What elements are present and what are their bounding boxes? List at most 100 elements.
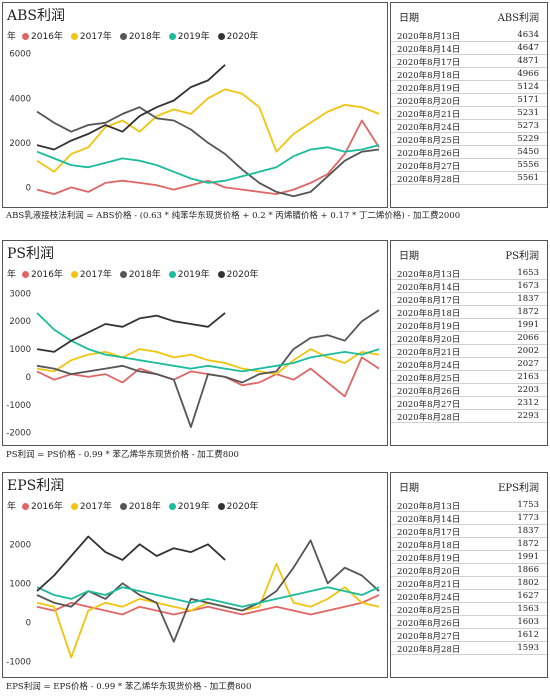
legend-item: 2017年	[70, 32, 112, 42]
table-row: 2020年8月21日 2002	[391, 345, 547, 358]
row-value: 1802	[517, 578, 539, 588]
row-date: 2020年8月25日	[397, 606, 461, 616]
row-value: 5124	[517, 82, 539, 92]
row-value: 1563	[517, 604, 539, 614]
row-value: 2163	[517, 372, 539, 382]
legend-swatch	[70, 271, 78, 278]
abs-panel: ABS利润 年 2016年 2017年 2018年 2019年 2020年 0 2000 40…	[2, 2, 548, 238]
eps-panel: EPS利润 年 2016年 2017年 2018年 2019年 2020年 -1000 0 1…	[2, 472, 548, 696]
row-value: 1872	[517, 539, 539, 549]
legend-item: 2017年	[70, 270, 112, 280]
row-date: 2020年8月14日	[397, 283, 461, 293]
row-value: 5229	[517, 134, 539, 144]
row-value: 1991	[517, 320, 539, 330]
row-value: 1872	[517, 307, 539, 317]
row-date: 2020年8月28日	[397, 175, 461, 185]
legend-item: 2018年	[119, 32, 161, 42]
row-date: 2020年8月19日	[397, 84, 461, 94]
row-date: 2020年8月26日	[397, 619, 461, 629]
legend-swatch	[217, 271, 225, 278]
row-value: 5171	[517, 95, 539, 105]
row-value: 1991	[517, 552, 539, 562]
table-row: 2020年8月18日 1872	[391, 538, 547, 551]
legend-text: 2019年	[177, 32, 210, 42]
row-date: 2020年8月18日	[397, 71, 461, 81]
legend-swatch	[119, 33, 127, 40]
legend-label: 年	[7, 502, 17, 512]
table-row: 2020年8月13日 4634	[391, 29, 547, 42]
y-tick-label: 2000	[9, 540, 31, 550]
abs-date-header: 日期	[399, 13, 419, 24]
table-row: 2020年8月24日 2027	[391, 358, 547, 371]
row-date: 2020年8月13日	[397, 32, 461, 42]
table-row: 2020年8月20日 1866	[391, 564, 547, 577]
row-value: 1866	[517, 565, 539, 575]
y-tick-label: -2000	[6, 429, 31, 439]
y-tick-label: -1000	[6, 401, 31, 411]
row-value: 2066	[517, 333, 539, 343]
table-row: 2020年8月26日 1603	[391, 616, 547, 629]
table-row: 2020年8月20日 5171	[391, 94, 547, 107]
legend-item: 2016年	[22, 32, 63, 42]
row-date: 2020年8月27日	[397, 162, 461, 172]
table-row: 2020年8月28日 5561	[391, 172, 547, 185]
table-row: 2020年8月27日 2312	[391, 397, 547, 410]
row-date: 2020年8月18日	[397, 541, 461, 551]
legend-swatch	[22, 33, 30, 40]
row-value: 2203	[517, 385, 539, 395]
row-date: 2020年8月17日	[397, 528, 461, 538]
legend-item: 2017年	[70, 502, 112, 512]
y-tick-label: 0	[26, 618, 31, 628]
row-date: 2020年8月20日	[397, 97, 461, 107]
ps-panel: PS利润 年 2016年 2017年 2018年 2019年 2020年 -2000 -10…	[2, 240, 548, 468]
y-tick-label: 1000	[9, 579, 31, 589]
row-value: 1837	[517, 294, 539, 304]
ps-plot: -2000 -1000 0 1000 2000 3000	[6, 289, 380, 439]
table-row: 2020年8月18日 1872	[391, 306, 547, 319]
row-value: 2312	[517, 398, 539, 408]
eps-plot: -1000 0 1000 2000	[6, 535, 380, 667]
table-row: 2020年8月24日 1627	[391, 590, 547, 603]
legend-swatch	[217, 503, 225, 510]
legend-swatch	[119, 503, 127, 510]
row-value: 5273	[517, 121, 539, 131]
table-row: 2020年8月17日 4871	[391, 55, 547, 68]
row-date: 2020年8月25日	[397, 136, 461, 146]
y-tick-label: 2000	[9, 139, 31, 149]
row-date: 2020年8月24日	[397, 361, 461, 371]
legend-item: 2016年	[22, 502, 63, 512]
series-line-2018年	[36, 539, 380, 643]
legend-swatch	[22, 503, 30, 510]
table-row: 2020年8月19日 1991	[391, 551, 547, 564]
row-date: 2020年8月21日	[397, 348, 461, 358]
row-date: 2020年8月14日	[397, 45, 461, 55]
y-tick-label: 6000	[9, 50, 31, 60]
row-value: 2027	[517, 359, 539, 369]
abs-legend: 年 2016年 2017年 2018年 2019年 2020年	[7, 29, 267, 42]
legend-text: 2018年	[128, 502, 161, 512]
series-line-2016年	[36, 119, 380, 196]
table-row: 2020年8月14日 1773	[391, 512, 547, 525]
legend-text: 2016年	[31, 32, 63, 42]
legend-swatch	[119, 271, 127, 278]
y-tick-label: 1000	[9, 345, 31, 355]
table-row: 2020年8月13日 1753	[391, 499, 547, 512]
legend-item: 2019年	[168, 270, 210, 280]
legend-swatch	[70, 33, 78, 40]
table-row: 2020年8月14日 1673	[391, 280, 547, 293]
row-value: 5450	[517, 147, 539, 157]
abs-formula: ABS乳液接枝法利润 = ABS价格 - (0.63 * 纯苯华东现货价格 + …	[6, 211, 461, 221]
table-row: 2020年8月26日 2203	[391, 384, 547, 397]
row-date: 2020年8月26日	[397, 149, 461, 159]
abs-value-header: ABS利润	[497, 13, 539, 24]
row-date: 2020年8月28日	[397, 645, 461, 655]
legend-swatch	[70, 503, 78, 510]
legend-label: 年	[7, 32, 17, 42]
series-line-2017年	[36, 348, 380, 375]
ps-date-header: 日期	[399, 251, 419, 262]
row-value: 1837	[517, 526, 539, 536]
eps-table: 日期 EPS利润 2020年8月13日 1753 2020年8月14日 1773 202…	[390, 472, 548, 678]
row-date: 2020年8月19日	[397, 322, 461, 332]
legend-swatch	[217, 33, 225, 40]
legend-item: 2018年	[119, 502, 161, 512]
